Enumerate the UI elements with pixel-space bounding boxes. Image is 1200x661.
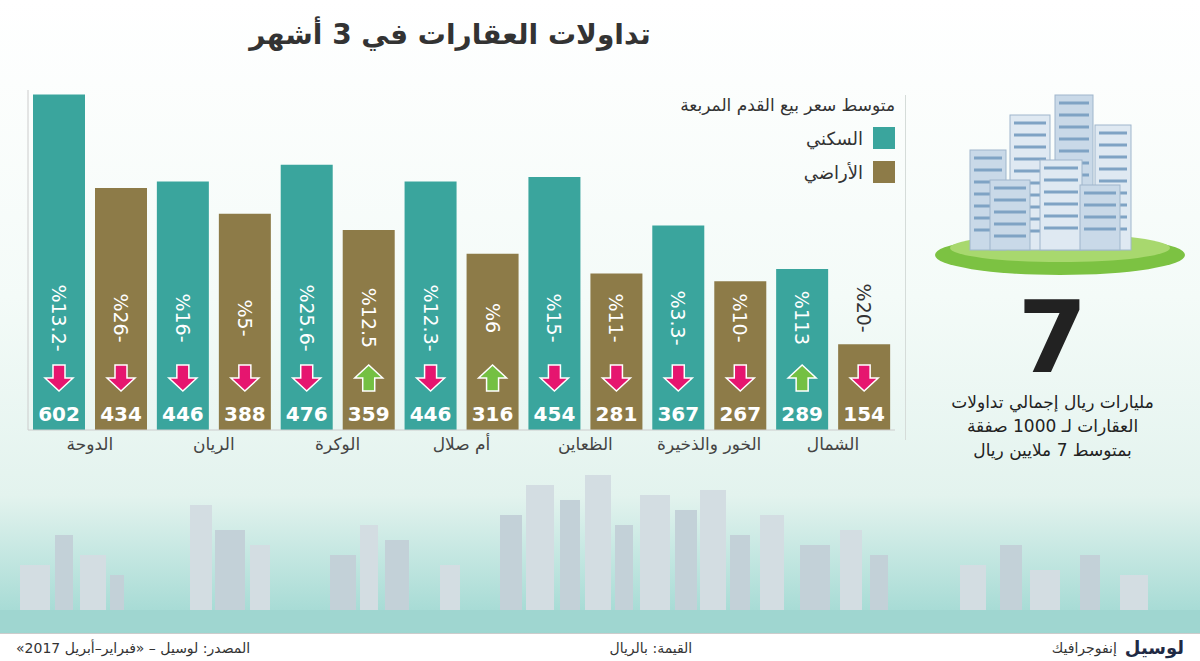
svg-text:%6: %6: [482, 303, 504, 333]
svg-text:289: 289: [781, 402, 823, 426]
svg-text:أم صلال: أم صلال: [433, 433, 491, 454]
svg-text:316: 316: [472, 402, 514, 426]
svg-text:الخور والذخيرة: الخور والذخيرة: [657, 434, 761, 454]
svg-text:الشمال: الشمال: [807, 434, 859, 454]
svg-text:446: 446: [410, 402, 452, 426]
svg-text:%13.2-: %13.2-: [48, 284, 70, 351]
svg-text:%113: %113: [791, 291, 813, 345]
svg-text:%10-: %10-: [729, 293, 751, 342]
svg-text:281: 281: [596, 402, 638, 426]
svg-text:%12.5: %12.5: [358, 288, 380, 348]
html-text:تداولات العقارات في 3 أشهر: تداولات العقارات في 3 أشهر: [249, 18, 651, 51]
html-text:إنفوجرافيك: إنفوجرافيك: [1051, 639, 1117, 656]
svg-text:388: 388: [224, 402, 266, 426]
svg-text:602: 602: [38, 402, 80, 426]
svg-text:الوكرة: الوكرة: [315, 434, 360, 454]
svg-text:الظعاين: الظعاين: [558, 434, 613, 454]
svg-text:%3.3-: %3.3-: [667, 290, 689, 345]
svg-text:الدوحة: الدوحة: [67, 434, 114, 454]
svg-text:%20-: %20-: [853, 284, 875, 333]
html-text:المصدر: لوسيل – «فبراير–أبريل: المصدر: لوسيل – «فبراير–أبريل 2017»: [16, 639, 250, 656]
svg-text:%11-: %11-: [605, 293, 627, 342]
html-text:متوسط سعر بيع القدم المربعة: متوسط سعر بيع القدم المربعة: [680, 95, 895, 115]
svg-text:%25.6-: %25.6-: [296, 284, 318, 351]
svg-text:%16-: %16-: [172, 293, 194, 342]
svg-text:476: 476: [286, 402, 328, 426]
svg-text:الريان: الريان: [193, 434, 235, 454]
svg-text:%5-: %5-: [234, 300, 256, 337]
svg-text:454: 454: [534, 402, 576, 426]
svg-text:%15-: %15-: [543, 293, 565, 342]
svg-text:434: 434: [100, 402, 142, 426]
html-text:بمتوسط 7 ملايين ريال: بمتوسط 7 ملايين ريال: [973, 440, 1132, 460]
html-text:مليارات ريال إجمالي تداولات: مليارات ريال إجمالي تداولات: [951, 392, 1154, 412]
svg-text:267: 267: [719, 402, 761, 426]
html-text:القيمة: بالريال: القيمة: بالريال: [609, 639, 693, 656]
svg-text:%12.3-: %12.3-: [420, 284, 442, 351]
svg-text:367: 367: [657, 402, 699, 426]
svg-text:154: 154: [843, 402, 885, 426]
html-text:7: 7: [1017, 279, 1088, 396]
svg-text:359: 359: [348, 402, 390, 426]
svg-text:446: 446: [162, 402, 204, 426]
svg-text:%26-: %26-: [110, 293, 132, 342]
html-text:الأراضي: الأراضي: [803, 161, 863, 183]
html-text:العقارات لـ 1000 صفقة: العقارات لـ 1000 صفقة: [966, 416, 1139, 436]
html-text:السكني: السكني: [806, 127, 863, 149]
html-text:لوسيل: لوسيل: [1124, 637, 1184, 658]
